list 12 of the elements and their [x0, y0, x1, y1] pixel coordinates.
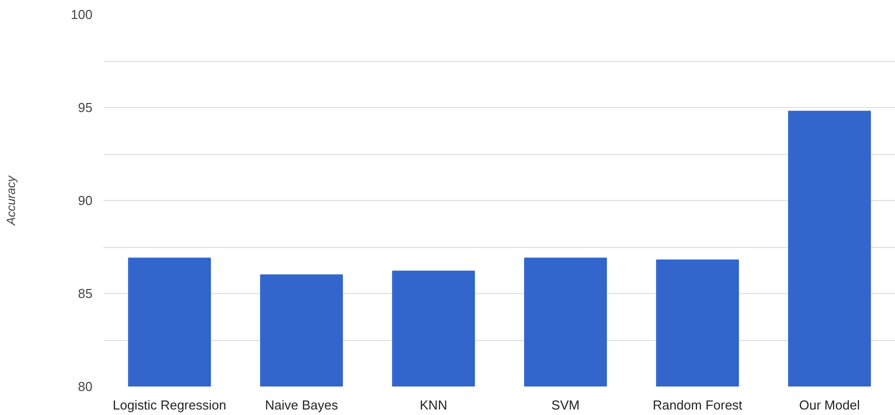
x-tick-label: Logistic Regression — [112, 398, 226, 412]
y-tick-label: 80 — [78, 379, 93, 394]
y-tick-label: 85 — [78, 286, 93, 301]
x-tick-label: Naive Bayes — [265, 398, 338, 412]
y-axis-title: Accuracy — [4, 174, 18, 226]
x-tick-label: KNN — [420, 398, 448, 412]
x-tick-label: Random Forest — [652, 398, 743, 412]
x-tick-label: SVM — [551, 398, 580, 412]
y-tick-label: 90 — [78, 193, 93, 208]
x-tick-label: Our Model — [799, 398, 860, 412]
y-tick-label: 95 — [78, 100, 93, 115]
y-tick-label: 100 — [70, 7, 93, 22]
